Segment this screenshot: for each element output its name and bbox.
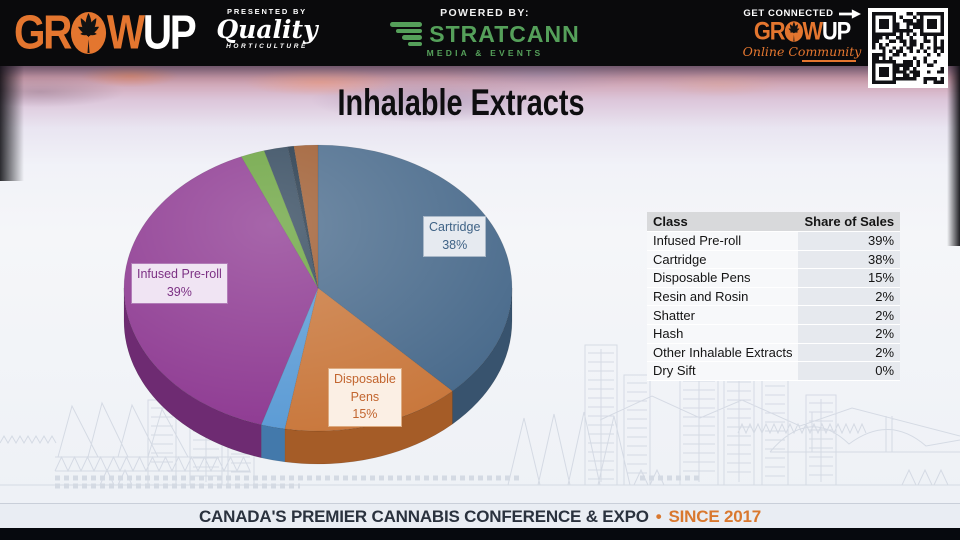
arrow-right-icon [838, 8, 861, 19]
stratcann-logo: POWERED BY: STRATCANN MEDIA & EVENTS [365, 7, 605, 58]
skyline-window-strips [55, 475, 700, 489]
pie-highlight [124, 145, 512, 431]
cannabis-leaf-graphic [784, 21, 803, 42]
table-row: Hash 2% [647, 324, 901, 344]
table-row: Cartridge 38% [647, 250, 901, 270]
pie-label-disposable-pens: Disposable Pens 15% [328, 368, 402, 427]
class-cell: Hash [647, 324, 799, 344]
skyline-watermark [0, 327, 960, 489]
right-vignette [947, 66, 960, 246]
class-cell: Resin and Rosin [647, 287, 799, 307]
cannabis-leaf-icon [783, 20, 803, 43]
footer-bullet: • [655, 506, 662, 526]
page-title: Inhalable Extracts [337, 82, 585, 123]
pie-slice-side-resin-and-rosin [260, 424, 286, 463]
share-of-sales-table: Class Share of Sales Infused Pre-roll 39% Ca… [647, 212, 901, 381]
class-cell: Disposable Pens [647, 268, 799, 288]
growup-logo: GR W UP [14, 5, 197, 60]
left-vignette [0, 66, 24, 181]
get-connected-block: GET CONNECTED GR W UP Online Community [740, 8, 864, 62]
get-connected-label: GET CONNECTED [743, 8, 834, 19]
footer-tagline: CANADA'S PREMIER CANNABIS CONFERENCE & E… [0, 503, 960, 529]
table-row: Shatter 2% [647, 305, 901, 325]
footer-main-text: CANADA'S PREMIER CANNABIS CONFERENCE & E… [198, 506, 649, 526]
class-cell: Cartridge [647, 250, 799, 270]
share-cell: 0% [798, 361, 901, 381]
qr-pattern [872, 12, 944, 84]
stratcann-wordmark: STRATCANN [429, 20, 580, 47]
table-header-row: Class Share of Sales [647, 212, 901, 232]
qr-code [868, 8, 948, 88]
qr-modules [872, 12, 944, 84]
table-row: Resin and Rosin 2% [647, 287, 901, 307]
growup-community-logo: GR W UP [753, 16, 851, 45]
share-cell: 2% [798, 343, 901, 363]
class-cell: Infused Pre-roll [647, 231, 799, 251]
footer-since-text: SINCE 2017 [668, 506, 762, 526]
powered-by-label: POWERED BY: [440, 7, 530, 19]
table-row: Disposable Pens 15% [647, 268, 901, 288]
horticulture-label: HORTICULTURE [226, 43, 308, 51]
table-row: Dry Sift 0% [647, 361, 901, 381]
quality-horticulture-logo: PRESENTED BY Quality HORTICULTURE [206, 7, 328, 50]
class-cell: Dry Sift [647, 361, 799, 381]
share-cell: 2% [798, 305, 901, 325]
class-cell: Other Inhalable Extracts [647, 343, 799, 363]
class-cell: Shatter [647, 305, 799, 325]
share-cell: 2% [798, 287, 901, 307]
media-events-label: MEDIA & EVENTS [426, 48, 544, 58]
bottom-black-bar [0, 528, 960, 540]
share-cell: 39% [798, 231, 901, 251]
growup-logo-text: GR [14, 5, 72, 60]
presented-by-label: PRESENTED BY [227, 7, 307, 16]
online-community-label: Online Community [742, 44, 862, 59]
share-cell: 2% [798, 324, 901, 344]
table-header-class: Class [647, 212, 799, 232]
pie-label-cartridge: Cartridge 38% [423, 216, 487, 257]
table-row: Infused Pre-roll 39% [647, 231, 901, 251]
header-bar: GR W UP PRESENTED BY Quality HORTICULTUR… [0, 0, 960, 66]
table-header-share-of-sales: Share of Sales [798, 212, 901, 232]
clouds [0, 66, 960, 196]
quality-wordmark: Quality [216, 15, 318, 44]
cannabis-leaf-graphic [70, 11, 107, 54]
pie-label-infused-pre-roll: Infused Pre-roll 39% [131, 263, 228, 304]
cannabis-leaf-icon [69, 10, 108, 56]
stratcann-bars-icon [390, 22, 423, 46]
table-row: Other Inhalable Extracts 2% [647, 343, 901, 363]
share-cell: 38% [798, 250, 901, 270]
underline-squiggle [802, 60, 856, 62]
share-cell: 15% [798, 268, 901, 288]
